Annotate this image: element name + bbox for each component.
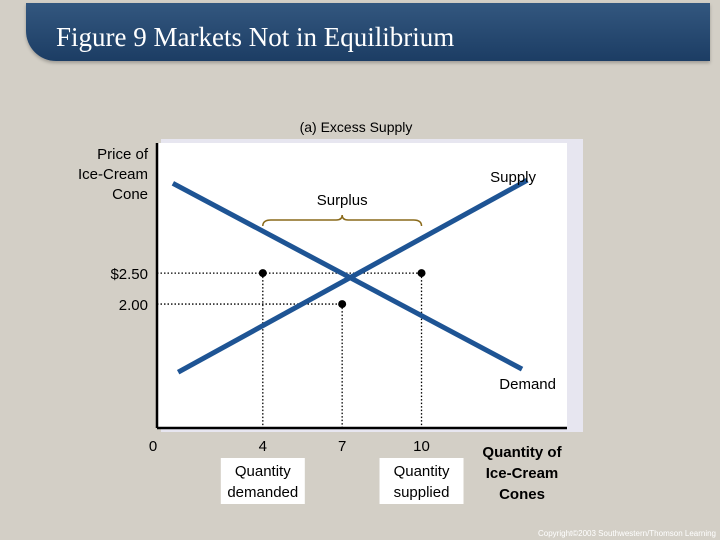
y-axis-label: Price of <box>97 146 149 163</box>
x-axis-label: Quantity of <box>482 444 562 461</box>
guide-lines <box>157 272 423 428</box>
data-point <box>417 269 426 278</box>
data-point <box>258 269 267 278</box>
x-tick-note: Quantity <box>235 463 291 480</box>
demand-curve <box>171 181 524 372</box>
y-axis-label: Ice-Cream <box>78 166 148 183</box>
origin-label: 0 <box>149 438 157 455</box>
axes <box>155 143 567 430</box>
surplus-label: Surplus <box>317 192 368 209</box>
x-tick-note: Quantity <box>394 463 450 480</box>
curves <box>171 177 529 375</box>
page-title: Figure 9 Markets Not in Equilibrium <box>56 22 455 52</box>
y-tick-label: 2.00 <box>119 297 148 314</box>
x-tick-note-box <box>220 458 305 504</box>
points <box>258 269 426 309</box>
x-axis-label: Ice-Cream <box>486 465 559 482</box>
copyright-note: Copyright©2003 Southwestern/Thomson Lear… <box>538 529 716 538</box>
x-tick-label: 4 <box>259 438 267 455</box>
labels: (a) Excess Supply Price of Ice-Cream Cone $2… <box>78 119 563 504</box>
y-axis-label: Cone <box>112 186 148 203</box>
surplus-label-box <box>302 186 383 212</box>
x-axis-label: Cones <box>499 486 545 503</box>
demand-label: Demand <box>499 376 556 393</box>
x-tick-label: 10 <box>413 438 430 455</box>
x-tick-note-box <box>379 458 464 504</box>
title-bar <box>26 3 710 61</box>
x-tick-note: demanded <box>227 484 298 501</box>
surplus-brace <box>262 214 423 227</box>
x-tick-label: 7 <box>338 438 346 455</box>
y-tick-label: $2.50 <box>110 266 148 283</box>
supply-label: Supply <box>490 169 536 186</box>
data-point <box>338 300 347 309</box>
x-tick-note: supplied <box>394 484 450 501</box>
chart-title: (a) Excess Supply <box>300 119 413 135</box>
